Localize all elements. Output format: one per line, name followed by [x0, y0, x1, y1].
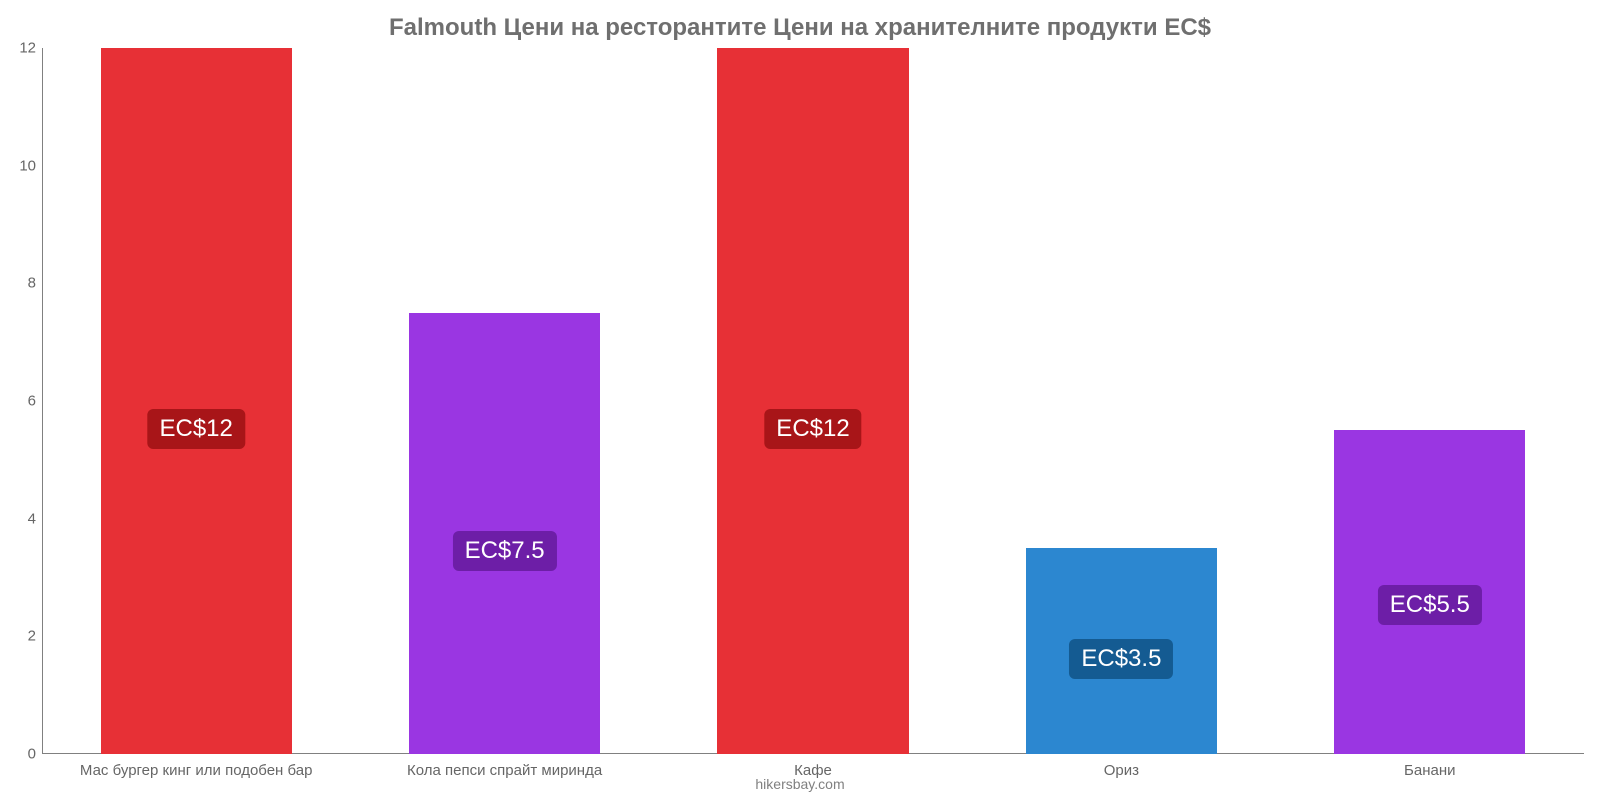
bar-value-label: EC$5.5 [1378, 585, 1482, 625]
bar [717, 48, 908, 754]
y-tick-label: 2 [28, 628, 42, 645]
plot-area: 024681012EC$12Мас бургер кинг или подобе… [42, 48, 1584, 754]
y-tick-label: 0 [28, 746, 42, 763]
bar-value-label: EC$3.5 [1069, 639, 1173, 679]
y-tick-label: 6 [28, 393, 42, 410]
bar-value-label: EC$12 [147, 409, 244, 449]
y-tick-label: 12 [19, 40, 42, 57]
y-tick-label: 10 [19, 157, 42, 174]
y-tick-label: 8 [28, 275, 42, 292]
y-tick-label: 4 [28, 510, 42, 527]
chart-footer: hikersbay.com [0, 776, 1600, 792]
chart-title: Falmouth Цени на ресторантите Цени на хр… [0, 14, 1600, 42]
bar [101, 48, 292, 754]
bar-value-label: EC$12 [764, 409, 861, 449]
bar-value-label: EC$7.5 [453, 531, 557, 571]
y-axis-line [42, 48, 43, 754]
